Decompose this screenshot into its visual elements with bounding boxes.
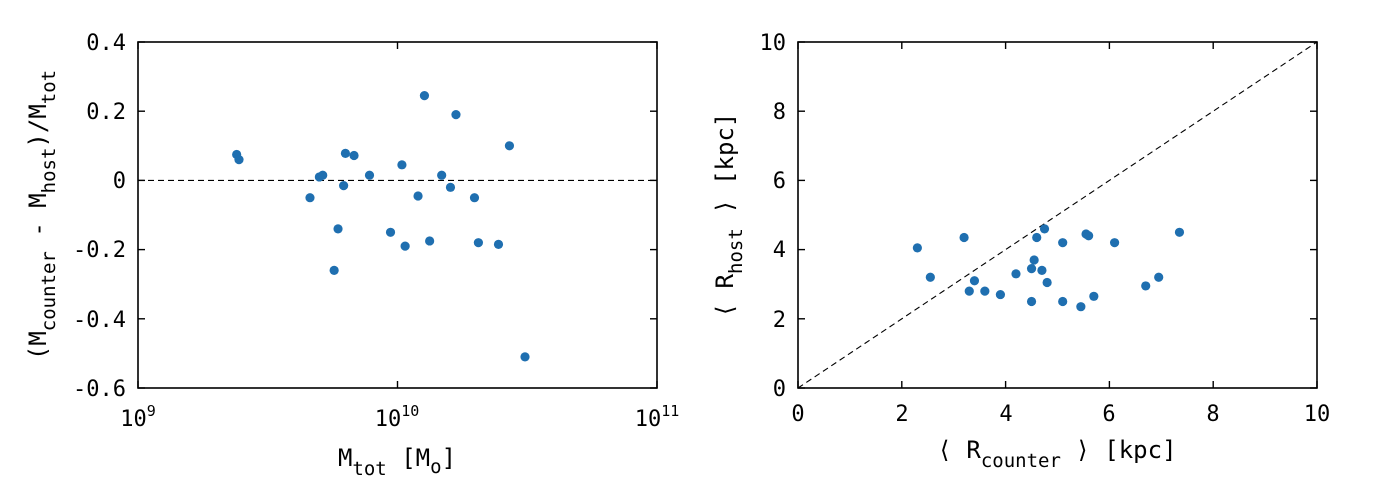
left-data-point <box>397 160 407 170</box>
left-data-point <box>413 191 423 201</box>
right-data-point <box>1032 232 1042 243</box>
right-ytick-label: 2 <box>773 308 786 333</box>
right-data-point <box>1154 272 1164 282</box>
right-data-point <box>1029 255 1039 265</box>
left-data-point <box>493 239 504 250</box>
radius-comparison-panel: 0 2 4 6 8 10 0 2 4 6 8 10 ⟨ Rcounter ⟩ [… <box>711 31 1330 472</box>
left-data-point <box>437 170 447 180</box>
right-xtick-label: 10 <box>1304 402 1331 427</box>
left-xtick-label: 1011 <box>635 402 680 432</box>
left-data-point <box>333 224 343 234</box>
right-xtick-label: 8 <box>1206 402 1219 427</box>
right-reference-line <box>797 41 1318 389</box>
left-ytick-label: 0 <box>113 169 126 194</box>
right-reference-line-group <box>797 41 1318 389</box>
right-data-point <box>1026 296 1037 307</box>
right-xtick-label: 2 <box>895 402 908 427</box>
right-ytick-label: 10 <box>760 31 787 56</box>
right-data-point <box>995 289 1006 300</box>
left-data-point <box>364 170 375 180</box>
right-data-point <box>980 286 990 296</box>
right-data-point <box>1089 291 1099 301</box>
right-data-point <box>1174 227 1185 237</box>
left-y-axis-label: (Mcounter - Mhost)/Mtot <box>24 70 60 360</box>
right-tick-marks <box>797 41 1318 389</box>
left-data-point <box>340 148 351 159</box>
right-ytick-label: 0 <box>773 377 786 402</box>
right-ytick-label: 4 <box>773 238 786 263</box>
left-data-point <box>445 182 456 192</box>
left-tick-marks <box>137 41 658 389</box>
left-ytick-label: 0.4 <box>86 31 126 56</box>
right-data-point <box>1037 265 1047 275</box>
right-data-point <box>1076 302 1086 312</box>
right-data-point <box>1058 238 1068 248</box>
left-data-point <box>400 241 410 251</box>
right-ytick-label: 8 <box>773 100 786 125</box>
left-data-point <box>318 170 328 180</box>
right-data-point <box>1026 264 1037 274</box>
left-data-point <box>329 265 339 275</box>
left-data-point <box>305 193 315 203</box>
left-data-point <box>469 193 480 203</box>
left-data-point <box>339 180 349 191</box>
right-data-point <box>1011 269 1021 279</box>
right-ytick-label: 6 <box>773 169 786 194</box>
left-data-point <box>349 150 359 161</box>
right-data-points <box>912 224 1185 312</box>
right-data-point <box>1084 231 1094 241</box>
left-data-point <box>473 238 484 248</box>
right-x-axis-label: ⟨ Rcounter ⟩ [kpc] <box>937 436 1176 472</box>
right-xtick-label: 0 <box>791 402 804 427</box>
mass-difference-panel: 0.4 0.2 0 -0.2 -0.4 -0.6 109 1010 1011 M… <box>24 31 679 480</box>
right-data-point <box>959 232 969 243</box>
left-data-point <box>504 141 515 151</box>
right-data-point <box>912 243 922 253</box>
left-plot-frame <box>137 41 658 389</box>
right-y-axis-label: ⟨ Rhost ⟩ [kpc] <box>711 113 747 318</box>
left-data-point <box>234 155 244 165</box>
left-data-point <box>451 110 461 120</box>
right-data-point <box>1141 281 1151 291</box>
left-data-point <box>419 91 430 101</box>
left-ytick-label: -0.6 <box>73 377 126 402</box>
right-data-point <box>969 276 980 286</box>
left-ytick-label: -0.2 <box>73 238 126 263</box>
right-data-point <box>1058 296 1068 307</box>
right-plot-frame <box>797 41 1318 389</box>
right-xtick-label: 6 <box>1102 402 1115 427</box>
left-xtick-label: 1010 <box>375 402 420 432</box>
left-xtick-label: 109 <box>120 402 156 432</box>
right-data-point <box>1042 277 1052 288</box>
left-x-axis-label: Mtot [Mo] <box>338 444 456 480</box>
left-ytick-label: 0.2 <box>86 100 126 125</box>
left-data-point <box>520 352 530 362</box>
right-data-point <box>1039 224 1050 234</box>
left-data-point <box>385 227 396 237</box>
left-data-points <box>232 91 530 362</box>
right-data-point <box>1109 238 1120 248</box>
left-ytick-label: -0.4 <box>73 308 126 333</box>
left-data-point <box>425 236 435 246</box>
right-xtick-label: 4 <box>999 402 1012 427</box>
right-data-point <box>964 286 974 296</box>
right-data-point <box>925 272 935 282</box>
